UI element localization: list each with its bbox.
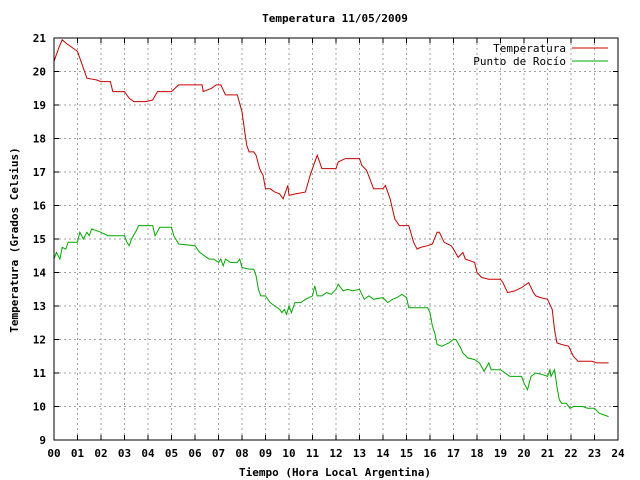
legend-label: Punto de Rocío [473, 55, 566, 68]
series-layer [53, 38, 609, 418]
x-tick-label: 13 [353, 447, 366, 460]
x-tick-label: 18 [470, 447, 483, 460]
y-tick-label: 19 [33, 99, 46, 112]
x-tick-label: 04 [141, 447, 155, 460]
y-tick-label: 17 [33, 166, 46, 179]
y-tick-label: 16 [33, 200, 47, 213]
x-tick-label: 21 [541, 447, 555, 460]
y-tick-label: 13 [33, 300, 46, 313]
x-tick-label: 24 [611, 447, 625, 460]
x-tick-label: 09 [259, 447, 272, 460]
y-tick-label: 12 [33, 334, 46, 347]
x-tick-label: 10 [282, 447, 295, 460]
y-tick-label: 15 [33, 233, 46, 246]
grid [54, 38, 618, 440]
series-line-temperatura [53, 38, 609, 364]
x-tick-label: 01 [71, 447, 85, 460]
y-tick-label: 18 [33, 133, 46, 146]
legend-label: Temperatura [493, 42, 566, 55]
x-axis-label: Tiempo (Hora Local Argentina) [239, 466, 431, 479]
y-tick-label: 21 [33, 32, 47, 45]
series-line-punto-de-rocio [53, 225, 609, 418]
ticks-layer: 00 01 02 03 04 05 06 07 08 09 10 11 12 13 14 15 16 17 18 19… [33, 32, 625, 460]
y-tick-label: 11 [33, 367, 47, 380]
x-tick-label: 06 [188, 447, 202, 460]
x-tick-label: 02 [94, 447, 107, 460]
x-tick-label: 07 [212, 447, 225, 460]
x-tick-label: 08 [235, 447, 248, 460]
y-tick-label: 20 [33, 66, 46, 79]
x-tick-label: 03 [118, 447, 131, 460]
x-tick-label: 12 [329, 447, 342, 460]
y-axis-label: Temperatura (Grados Celsius) [8, 147, 21, 332]
x-tick-label: 17 [447, 447, 460, 460]
chart-title: Temperatura 11/05/2009 [262, 12, 408, 25]
x-tick-label: 05 [165, 447, 178, 460]
x-tick-label: 22 [564, 447, 577, 460]
x-tick-label: 14 [376, 447, 390, 460]
x-tick-label: 16 [423, 447, 437, 460]
x-tick-label: 20 [517, 447, 530, 460]
x-tick-label: 23 [588, 447, 601, 460]
x-tick-label: 15 [400, 447, 413, 460]
y-tick-label: 14 [33, 267, 47, 280]
x-tick-label: 00 [47, 447, 60, 460]
y-tick-label: 10 [33, 401, 46, 414]
y-tick-label: 9 [39, 434, 46, 447]
x-tick-label: 19 [494, 447, 507, 460]
x-tick-label: 11 [306, 447, 320, 460]
